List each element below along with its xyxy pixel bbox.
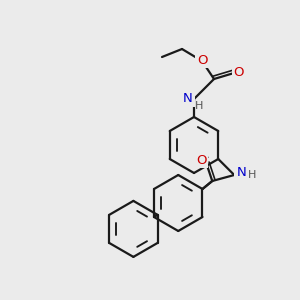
Text: O: O [196, 154, 206, 166]
Text: H: H [248, 170, 256, 180]
Text: O: O [197, 53, 207, 67]
Text: N: N [183, 92, 193, 106]
Text: N: N [236, 167, 246, 179]
Text: H: H [195, 101, 203, 111]
Text: O: O [234, 65, 244, 79]
